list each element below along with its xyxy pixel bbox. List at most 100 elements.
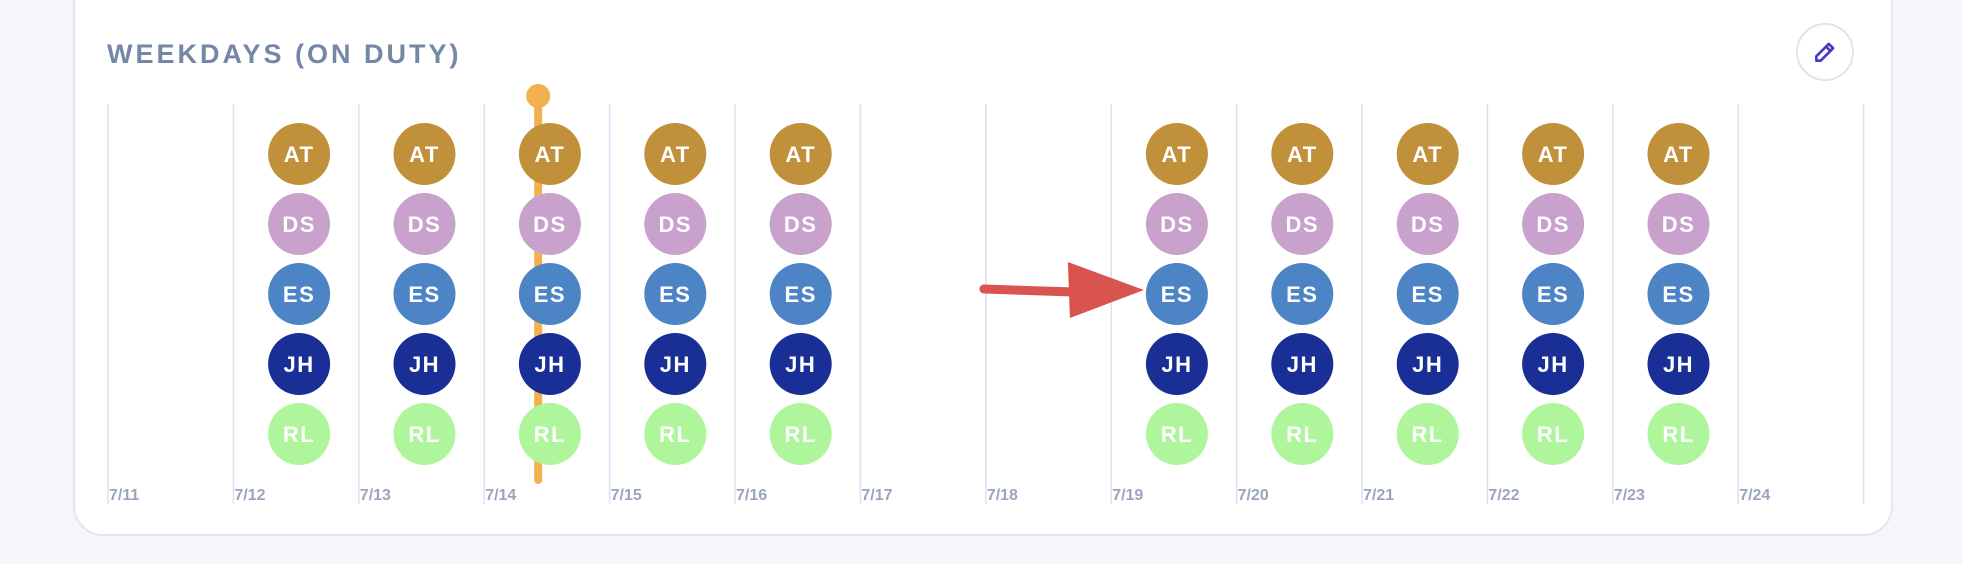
staff-badge-rl[interactable]: RL xyxy=(1271,403,1334,465)
staff-badge-es[interactable]: ES xyxy=(644,263,707,325)
staff-badge-initials: JH xyxy=(1663,352,1694,377)
staff-badge-circle xyxy=(393,123,456,185)
staff-badge-initials: RL xyxy=(408,422,440,447)
staff-badge-initials: ES xyxy=(659,282,691,307)
staff-badge-at[interactable]: AT xyxy=(1396,123,1459,185)
staff-badge-initials: AT xyxy=(1287,142,1318,167)
staff-badge-initials: ES xyxy=(408,282,440,307)
staff-badge-jh[interactable]: JH xyxy=(518,333,581,395)
staff-badge-rl[interactable]: RL xyxy=(1522,403,1585,465)
staff-badge-at[interactable]: AT xyxy=(769,123,832,185)
staff-badge-initials: RL xyxy=(659,422,691,447)
staff-badge-circle xyxy=(1396,333,1459,395)
staff-badge-rl[interactable]: RL xyxy=(644,403,707,465)
staff-badge-rl[interactable]: RL xyxy=(518,403,581,465)
staff-badge-at[interactable]: AT xyxy=(1271,123,1334,185)
staff-badge-initials: ES xyxy=(1286,282,1318,307)
staff-badge-circle xyxy=(1647,263,1710,325)
staff-badge-initials: JH xyxy=(409,352,440,377)
staff-badge-ds[interactable]: DS xyxy=(518,193,581,255)
staff-badge-ds[interactable]: DS xyxy=(1396,193,1459,255)
staff-badge-circle xyxy=(518,263,581,325)
staff-badge-circle xyxy=(518,193,581,255)
staff-badge-ds[interactable]: DS xyxy=(1145,193,1208,255)
staff-badge-es[interactable]: ES xyxy=(769,263,832,325)
staff-badge-es[interactable]: ES xyxy=(1647,263,1710,325)
staff-badge-initials: DS xyxy=(533,212,567,237)
staff-badge-rl[interactable]: RL xyxy=(393,403,456,465)
staff-badge-jh[interactable]: JH xyxy=(1522,333,1585,395)
staff-badge-circle xyxy=(1522,193,1585,255)
staff-badge-at[interactable]: AT xyxy=(1522,123,1585,185)
staff-badge-at[interactable]: AT xyxy=(644,123,707,185)
staff-badge-es[interactable]: ES xyxy=(518,263,581,325)
staff-badge-ds[interactable]: DS xyxy=(644,193,707,255)
staff-badge-es[interactable]: ES xyxy=(268,263,331,325)
staff-badge-rl[interactable]: RL xyxy=(1145,403,1208,465)
staff-badge-initials: RL xyxy=(1662,422,1694,447)
staff-badge-initials: DS xyxy=(784,212,818,237)
staff-badge-circle xyxy=(1271,403,1334,465)
staff-badge-at[interactable]: AT xyxy=(268,123,331,185)
staff-badge-initials: JH xyxy=(284,352,315,377)
staff-badge-initials: ES xyxy=(785,282,817,307)
staff-badge-initials: DS xyxy=(282,212,316,237)
staff-badge-jh[interactable]: JH xyxy=(769,333,832,395)
edit-button[interactable] xyxy=(1796,23,1854,81)
staff-badge-circle xyxy=(393,403,456,465)
staff-badge-circle xyxy=(393,263,456,325)
staff-badge-circle xyxy=(1271,123,1334,185)
staff-badge-circle xyxy=(1145,193,1208,255)
staff-badge-circle xyxy=(1396,193,1459,255)
staff-badge-ds[interactable]: DS xyxy=(1522,193,1585,255)
staff-badge-jh[interactable]: JH xyxy=(1145,333,1208,395)
staff-badge-jh[interactable]: JH xyxy=(1647,333,1710,395)
staff-badge-es[interactable]: ES xyxy=(1145,263,1208,325)
staff-badge-circle xyxy=(1647,333,1710,395)
staff-badge-rl[interactable]: RL xyxy=(1647,403,1710,465)
pencil-icon xyxy=(1812,39,1838,65)
staff-badge-rl[interactable]: RL xyxy=(769,403,832,465)
staff-badge-at[interactable]: AT xyxy=(393,123,456,185)
staff-badge-circle xyxy=(1522,333,1585,395)
staff-badge-circle xyxy=(1145,123,1208,185)
staff-badge-circle xyxy=(393,193,456,255)
staff-badge-circle xyxy=(1647,403,1710,465)
staff-badge-jh[interactable]: JH xyxy=(393,333,456,395)
staff-badge-ds[interactable]: DS xyxy=(1647,193,1710,255)
staff-badge-es[interactable]: ES xyxy=(393,263,456,325)
staff-badge-at[interactable]: AT xyxy=(1145,123,1208,185)
staff-badge-at[interactable]: AT xyxy=(518,123,581,185)
staff-badge-circle xyxy=(1271,333,1334,395)
staff-badge-jh[interactable]: JH xyxy=(1396,333,1459,395)
staff-badge-initials: RL xyxy=(1286,422,1318,447)
staff-badge-at[interactable]: AT xyxy=(1647,123,1710,185)
staff-badge-ds[interactable]: DS xyxy=(769,193,832,255)
staff-badge-circle xyxy=(1522,263,1585,325)
staff-badge-es[interactable]: ES xyxy=(1271,263,1334,325)
staff-badge-jh[interactable]: JH xyxy=(1271,333,1334,395)
staff-badge-es[interactable]: ES xyxy=(1396,263,1459,325)
staff-badge-ds[interactable]: DS xyxy=(268,193,331,255)
staff-badge-ds[interactable]: DS xyxy=(1271,193,1334,255)
staff-badge-circle xyxy=(769,263,832,325)
staff-badge-circle xyxy=(1271,193,1334,255)
staff-badge-es[interactable]: ES xyxy=(1522,263,1585,325)
staff-badge-initials: DS xyxy=(1286,212,1320,237)
weekdays-on-duty-card xyxy=(73,0,1893,536)
staff-badge-circle xyxy=(518,403,581,465)
staff-badge-jh[interactable]: JH xyxy=(268,333,331,395)
staff-badge-circle xyxy=(518,333,581,395)
staff-badge-jh[interactable]: JH xyxy=(644,333,707,395)
staff-badge-circle xyxy=(1522,123,1585,185)
staff-badge-initials: JH xyxy=(1412,352,1443,377)
staff-badge-initials: AT xyxy=(1162,142,1193,167)
staff-badge-ds[interactable]: DS xyxy=(393,193,456,255)
staff-badge-initials: ES xyxy=(534,282,566,307)
staff-badge-circle xyxy=(769,193,832,255)
staff-badge-initials: AT xyxy=(660,142,691,167)
staff-badge-circle xyxy=(644,123,707,185)
staff-badge-rl[interactable]: RL xyxy=(268,403,331,465)
staff-badge-rl[interactable]: RL xyxy=(1396,403,1459,465)
